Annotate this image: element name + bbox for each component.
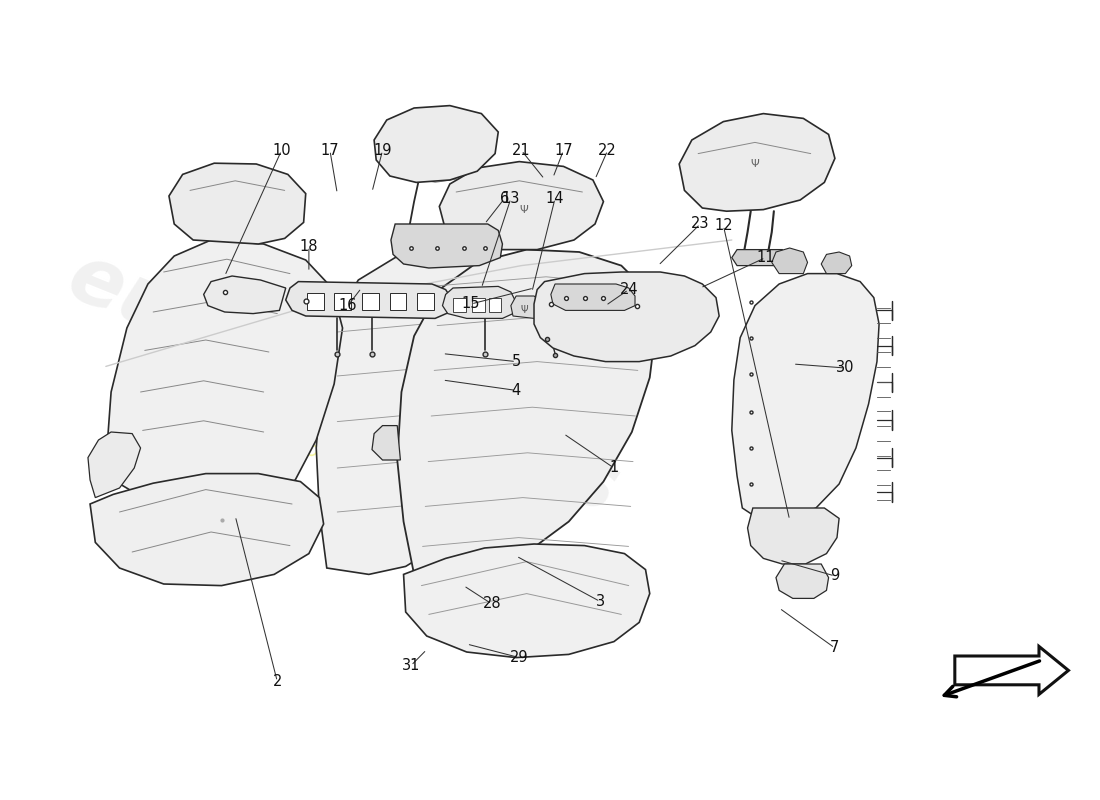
Polygon shape [106, 240, 342, 512]
Bar [362, 293, 378, 310]
Text: a passion for parts since 1985: a passion for parts since 1985 [234, 412, 535, 548]
Text: 24: 24 [619, 282, 638, 297]
Text: 11: 11 [756, 250, 774, 265]
Polygon shape [397, 250, 656, 574]
Bar [389, 293, 407, 310]
Text: 19: 19 [373, 143, 392, 158]
Bar [334, 293, 351, 310]
Bar [453, 298, 465, 312]
Text: 30: 30 [836, 361, 855, 375]
Text: 14: 14 [546, 191, 564, 206]
Polygon shape [169, 163, 306, 244]
Text: Ψ: Ψ [519, 205, 528, 214]
Text: 2: 2 [273, 674, 282, 689]
Polygon shape [822, 252, 851, 274]
Polygon shape [374, 106, 498, 182]
Polygon shape [534, 272, 719, 362]
Text: 12: 12 [714, 218, 733, 233]
Polygon shape [316, 248, 524, 574]
Polygon shape [390, 224, 503, 268]
Text: 9: 9 [830, 569, 839, 583]
Text: 17: 17 [320, 143, 339, 158]
Polygon shape [732, 274, 879, 518]
Polygon shape [772, 248, 807, 274]
Text: 6: 6 [499, 191, 509, 206]
Bar [472, 298, 485, 312]
Polygon shape [88, 432, 141, 498]
Text: 5: 5 [512, 354, 520, 369]
Text: 16: 16 [339, 298, 358, 313]
Polygon shape [286, 282, 453, 318]
Polygon shape [510, 296, 544, 318]
Text: 31: 31 [402, 658, 420, 673]
Text: 10: 10 [272, 143, 290, 158]
Bar [417, 293, 434, 310]
Text: Ψ: Ψ [520, 306, 528, 315]
Text: 13: 13 [502, 191, 520, 206]
Polygon shape [204, 276, 286, 314]
Text: 3: 3 [596, 594, 605, 609]
Polygon shape [439, 162, 604, 250]
Polygon shape [404, 544, 650, 658]
Polygon shape [372, 426, 400, 460]
Text: 28: 28 [483, 597, 502, 611]
Text: 1: 1 [609, 461, 618, 475]
Text: 17: 17 [554, 143, 573, 158]
Text: 7: 7 [830, 641, 839, 655]
Text: 4: 4 [512, 383, 520, 398]
Text: 21: 21 [513, 143, 530, 158]
Polygon shape [748, 508, 839, 564]
Text: 22: 22 [598, 143, 617, 158]
Polygon shape [551, 284, 635, 310]
Polygon shape [442, 286, 516, 318]
Bar [488, 298, 502, 312]
Text: 18: 18 [299, 239, 318, 254]
Polygon shape [90, 474, 323, 586]
Text: Ψ: Ψ [750, 159, 759, 169]
Text: eurocarparts: eurocarparts [56, 238, 629, 530]
Text: 29: 29 [510, 650, 529, 665]
Bar [307, 293, 323, 310]
Text: 15: 15 [462, 297, 480, 311]
Polygon shape [679, 114, 835, 211]
Text: 23: 23 [691, 217, 710, 231]
Polygon shape [776, 564, 828, 598]
Polygon shape [732, 250, 786, 266]
Polygon shape [955, 646, 1068, 694]
